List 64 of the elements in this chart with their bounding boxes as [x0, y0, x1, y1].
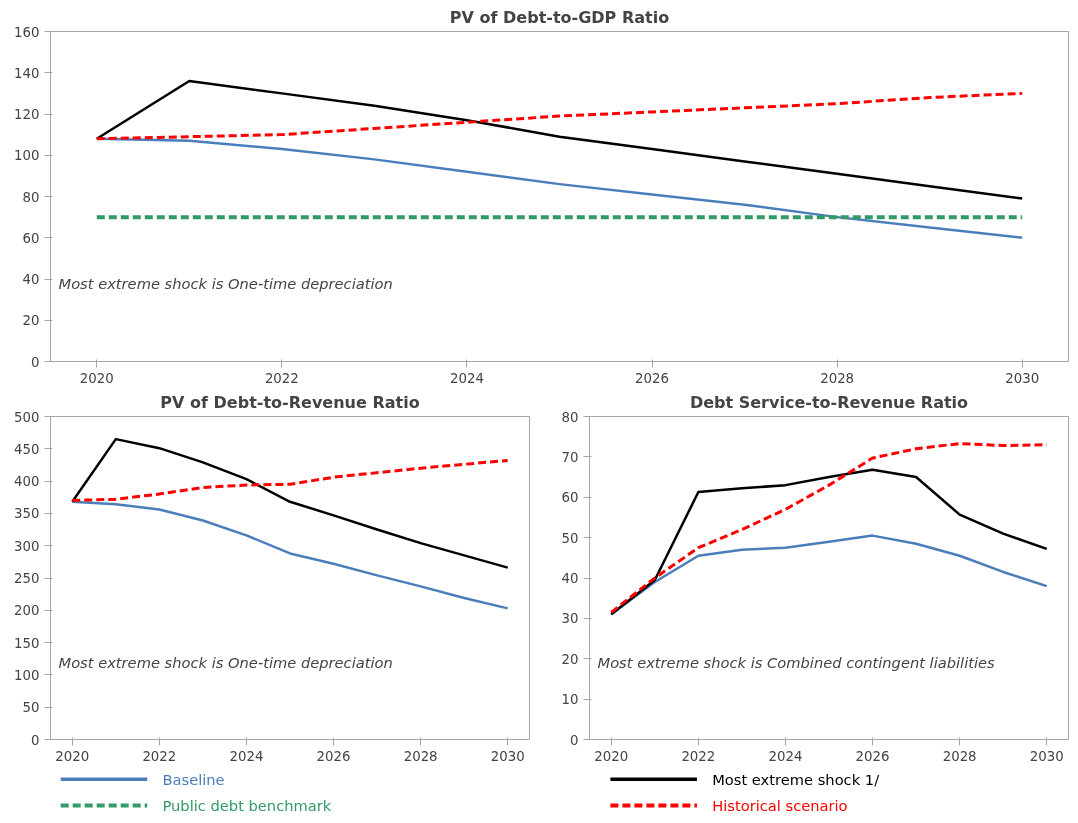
text: Most extreme shock 1/ [712, 770, 880, 788]
x-tick-label: 2022 [681, 748, 716, 764]
y-tick-label: 40 [22, 272, 40, 287]
y-tick-label: 160 [14, 24, 40, 40]
y-tick-label: 50 [561, 530, 579, 546]
chart-title: Debt Service-to-Revenue Ratio [689, 392, 969, 412]
y-tick-label: 300 [14, 538, 40, 554]
annotation: Most extreme shock is Combined contingent liabilities [597, 654, 996, 672]
text: Public debt benchmark [162, 797, 332, 814]
y-tick-label: 0 [570, 732, 579, 748]
x-tick-label: 2026 [635, 370, 670, 386]
y-tick-label: 30 [561, 611, 579, 627]
text: Baseline [162, 770, 225, 788]
y-tick-label: 100 [14, 148, 40, 164]
y-tick-label: 60 [22, 230, 40, 246]
line-series [609, 442, 1049, 614]
y-tick-label: 80 [22, 189, 40, 205]
y-tick-label: 100 [14, 667, 40, 683]
y-tick-label: 20 [22, 313, 40, 329]
chart-title: PV of Debt-to-Revenue Ratio [160, 392, 420, 412]
x-tick-label: 2028 [403, 748, 438, 764]
x-tick-label: 2030 [1005, 370, 1040, 386]
chart-title: PV of Debt-to-GDP Ratio [449, 7, 670, 27]
y-tick-label: 50 [22, 700, 40, 716]
y-tick-label: 250 [14, 571, 40, 586]
y-tick-label: 150 [14, 635, 40, 651]
line-series [95, 79, 1024, 200]
line-series [610, 468, 1048, 616]
x-tick-label: 2020 [79, 370, 114, 386]
x-tick-label: 2030 [1029, 748, 1064, 764]
y-tick-label: 80 [561, 409, 579, 425]
y-tick-label: 60 [561, 490, 579, 506]
y-tick-label: 70 [561, 449, 579, 465]
y-tick-label: 40 [561, 571, 579, 586]
y-tick-label: 20 [561, 651, 579, 667]
x-tick-label: 2026 [855, 748, 890, 764]
x-tick-label: 2028 [820, 370, 855, 386]
x-tick-label: 2020 [55, 748, 90, 764]
y-tick-label: 450 [14, 441, 40, 457]
y-tick-label: 0 [31, 354, 40, 370]
x-tick-label: 2022 [142, 748, 177, 764]
x-tick-label: 2026 [316, 748, 351, 764]
x-tick-label: 2022 [264, 370, 299, 386]
y-tick-label: 10 [561, 692, 579, 708]
text: Historical scenario [712, 797, 848, 814]
line-series [70, 458, 510, 502]
y-tick-label: 200 [14, 603, 40, 619]
x-tick-label: 2028 [942, 748, 977, 764]
y-tick-label: 500 [14, 409, 40, 425]
line-series [71, 437, 509, 569]
y-tick-label: 140 [14, 65, 40, 81]
x-tick-label: 2030 [490, 748, 525, 764]
x-tick-label: 2024 [450, 370, 484, 386]
y-tick-label: 0 [31, 732, 40, 748]
y-tick-label: 400 [14, 474, 40, 490]
y-tick-label: 120 [14, 107, 40, 122]
line-series [95, 91, 1024, 141]
y-tick-label: 350 [14, 506, 40, 522]
annotation: Most extreme shock is One-time depreciation [58, 654, 393, 672]
annotation: Most extreme shock is One-time depreciation [58, 275, 393, 293]
x-tick-label: 2024 [768, 748, 803, 764]
line-series [71, 500, 509, 610]
x-tick-label: 2024 [229, 748, 264, 764]
x-tick-label: 2020 [594, 748, 629, 764]
